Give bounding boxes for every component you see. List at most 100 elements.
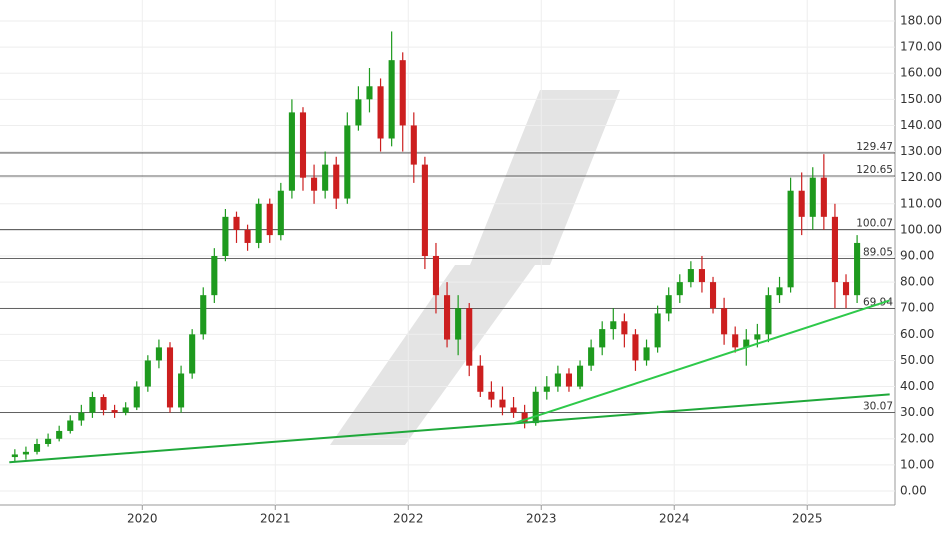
candle-body (78, 412, 85, 421)
candle-body (166, 347, 174, 408)
candle-body (322, 164, 329, 191)
candle-body (754, 334, 761, 340)
candle-body (45, 438, 52, 444)
candle-body (632, 334, 639, 361)
y-tick-label: 160.00 (900, 66, 942, 80)
y-tick-label: 70.00 (900, 301, 934, 315)
candle-body (410, 125, 417, 165)
y-tick-label: 90.00 (900, 249, 934, 263)
candle-body (122, 407, 129, 413)
candle-body (510, 407, 517, 413)
candle-body (133, 386, 140, 408)
trendline (514, 299, 890, 425)
candle-body (100, 397, 107, 411)
candle-body (765, 295, 772, 335)
candle-body (621, 321, 628, 335)
candle-body (211, 256, 218, 296)
candle-body (820, 177, 827, 217)
y-tick-label: 30.00 (900, 405, 934, 419)
y-tick-label: 20.00 (900, 431, 934, 445)
y-tick-label: 180.00 (900, 14, 942, 28)
candle-body (610, 321, 617, 330)
candle-body (576, 365, 584, 387)
candle-body (676, 282, 683, 296)
y-tick-label: 170.00 (900, 40, 942, 54)
candle-body (233, 216, 240, 230)
x-tick-label: 2020 (127, 512, 158, 526)
candle-body (521, 412, 528, 424)
candle-body (854, 242, 861, 296)
candle-body (665, 295, 672, 314)
candle-body (22, 451, 29, 455)
candle-body (299, 112, 307, 178)
candle-body (255, 203, 262, 243)
y-tick-label: 120.00 (900, 170, 942, 184)
y-tick-label: 40.00 (900, 379, 934, 393)
y-tick-label: 60.00 (900, 327, 934, 341)
candle-body (311, 177, 318, 191)
x-tick-label: 2024 (659, 512, 690, 526)
candle-body (543, 386, 550, 392)
level-label: 30.07 (863, 400, 893, 412)
candle-body (787, 190, 794, 288)
candle-body (432, 256, 440, 296)
candle-body (189, 334, 196, 374)
level-label: 129.47 (856, 141, 893, 153)
candle-body (144, 360, 151, 387)
level-label: 120.65 (856, 164, 893, 176)
level-label: 89.05 (863, 246, 893, 258)
candle-body (554, 373, 561, 387)
candle-body (455, 308, 462, 340)
y-tick-label: 150.00 (900, 92, 942, 106)
candle-body (421, 164, 428, 256)
candle-body (743, 339, 750, 348)
y-tick-label: 100.00 (900, 222, 942, 236)
candle-body (444, 295, 451, 340)
candle-body (388, 60, 395, 139)
y-tick-label: 130.00 (900, 144, 942, 158)
level-label: 100.07 (856, 218, 893, 230)
x-tick-label: 2023 (526, 512, 557, 526)
candle-body (798, 190, 805, 217)
x-tick-label: 2022 (393, 512, 424, 526)
candle-body (565, 373, 573, 387)
candle-body (698, 269, 705, 283)
candle-body (721, 308, 728, 335)
candle-body (842, 282, 850, 296)
candle-body (277, 190, 284, 236)
y-tick-label: 10.00 (900, 457, 934, 471)
candle-body (588, 347, 595, 366)
candle-body (178, 373, 185, 408)
candle-body (732, 334, 739, 348)
candle-body (532, 391, 539, 424)
candle-body (33, 444, 41, 452)
candle-body (111, 410, 118, 413)
y-tick-label: 50.00 (900, 353, 934, 367)
level-label: 69.94 (863, 296, 893, 308)
candle-body (377, 86, 384, 139)
candle-body (155, 347, 162, 361)
candle-body (89, 397, 96, 413)
candle-body (809, 177, 816, 217)
x-tick-label: 2021 (260, 512, 291, 526)
y-tick-label: 140.00 (900, 118, 942, 132)
candle-body (776, 287, 783, 296)
candle-body (200, 295, 207, 335)
candle-body (709, 282, 717, 309)
candle-body (831, 216, 838, 283)
candle-body (599, 329, 606, 348)
candle-body (67, 420, 74, 431)
candle-body (477, 365, 484, 392)
candle-body (488, 391, 495, 400)
y-tick-label: 0.00 (900, 484, 927, 498)
trendline (9, 393, 890, 464)
candle-body (11, 454, 18, 458)
candle-body (244, 229, 251, 243)
candle-body (654, 313, 661, 348)
y-tick-label: 110.00 (900, 196, 942, 210)
candle-body (56, 430, 63, 439)
candle-body (499, 399, 506, 408)
candle-body (399, 60, 406, 126)
plot-area (0, 0, 895, 505)
